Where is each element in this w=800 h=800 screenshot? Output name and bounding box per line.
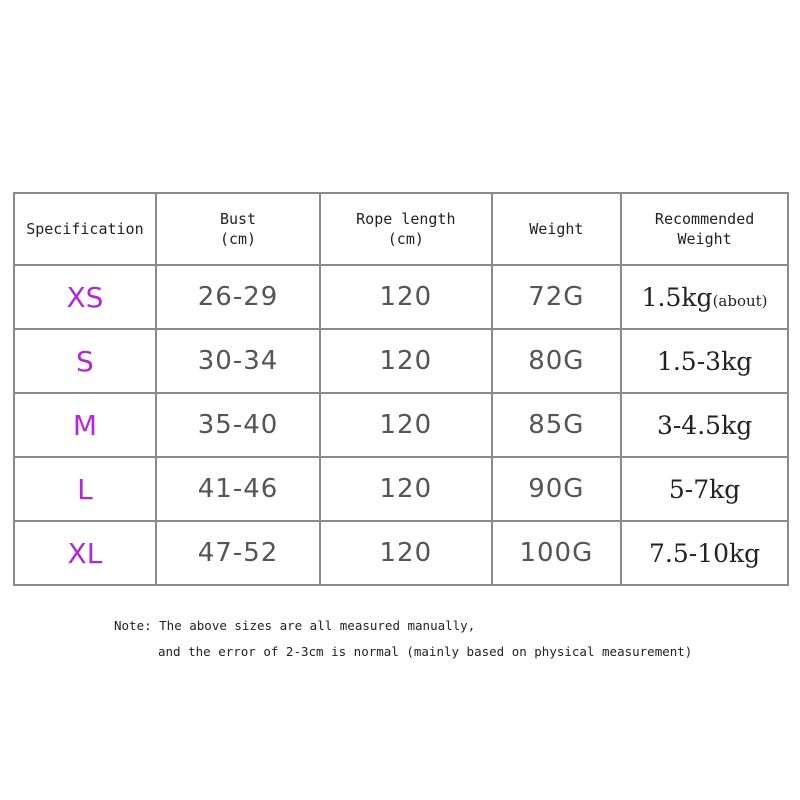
weight-cell: 100G <box>490 520 623 586</box>
header-bust-unit: (cm) <box>219 230 257 248</box>
rope-cell: 120 <box>319 456 493 522</box>
header-specification-text: Specification <box>26 220 144 238</box>
header-weight: Weight <box>490 192 623 266</box>
bust-cell: 30-34 <box>154 328 322 394</box>
note-line-1: Note: The above sizes are all measured m… <box>114 618 476 633</box>
bust-cell: 47-52 <box>154 520 322 586</box>
header-recommended-weight: Recommended Weight <box>620 192 789 266</box>
header-bust: Bust (cm) <box>154 192 322 266</box>
weight-cell: 90G <box>490 456 623 522</box>
header-rope-length: Rope length (cm) <box>319 192 493 266</box>
bust-cell: 35-40 <box>154 392 322 458</box>
rope-cell: 120 <box>319 520 493 586</box>
recommended-cell: 3-4.5kg <box>620 392 789 458</box>
weight-cell: 80G <box>490 328 623 394</box>
size-cell: M <box>13 392 157 458</box>
weight-cell: 72G <box>490 264 623 330</box>
header-recommended-line1: Recommended <box>654 210 755 228</box>
table-row: S 30-34 120 80G 1.5-3kg <box>13 328 789 394</box>
recommended-cell: 1.5kg(about) <box>620 264 789 330</box>
recommended-value: 1.5kg <box>641 282 713 312</box>
recommended-cell: 7.5-10kg <box>620 520 789 586</box>
header-rope-text: Rope length <box>356 210 456 228</box>
table-row: XS 26-29 120 72G 1.5kg(about) <box>13 264 789 330</box>
recommended-cell: 5-7kg <box>620 456 789 522</box>
header-rope-unit: (cm) <box>387 230 424 248</box>
size-cell: XS <box>13 264 157 330</box>
header-specification: Specification <box>13 192 157 266</box>
header-bust-text: Bust <box>219 210 257 228</box>
weight-cell: 85G <box>490 392 623 458</box>
bust-cell: 26-29 <box>154 264 322 330</box>
table-row: M 35-40 120 85G 3-4.5kg <box>13 392 789 458</box>
rope-cell: 120 <box>319 328 493 394</box>
table-row: L 41-46 120 90G 5-7kg <box>13 456 789 522</box>
recommended-note: (about) <box>712 291 768 310</box>
size-cell: XL <box>13 520 157 586</box>
rope-cell: 120 <box>319 392 493 458</box>
note-line-2: and the error of 2-3cm is normal (mainly… <box>158 644 693 659</box>
bust-cell: 41-46 <box>154 456 322 522</box>
table-row: XL 47-52 120 100G 7.5-10kg <box>13 520 789 586</box>
header-recommended-line2: Weight <box>677 230 732 248</box>
header-row: Specification Bust (cm) Rope length (cm) W… <box>13 192 789 266</box>
rope-cell: 120 <box>319 264 493 330</box>
size-cell: S <box>13 328 157 394</box>
header-weight-text: Weight <box>529 220 584 238</box>
size-chart-table: Specification Bust (cm) Rope length (cm) W… <box>13 192 789 586</box>
size-cell: L <box>13 456 157 522</box>
recommended-cell: 1.5-3kg <box>620 328 789 394</box>
